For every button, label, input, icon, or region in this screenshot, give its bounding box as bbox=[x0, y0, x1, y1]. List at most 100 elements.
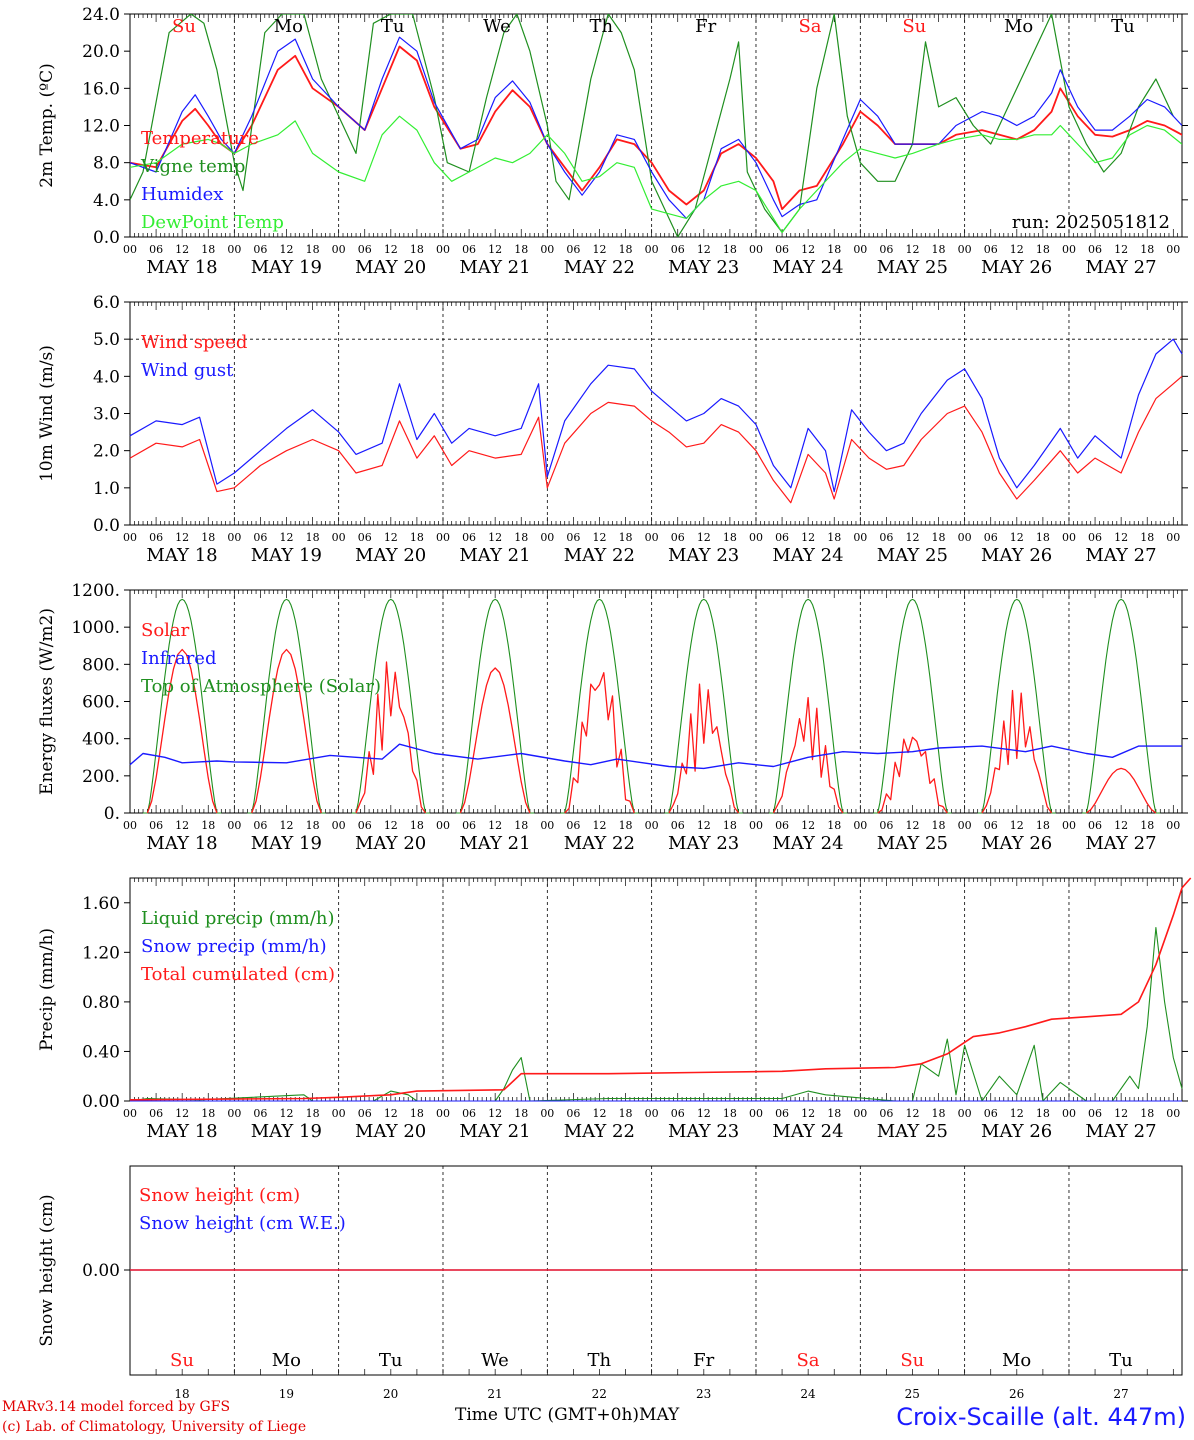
hour-tick-label: 12 bbox=[279, 819, 293, 832]
weekday-label: Tu bbox=[381, 16, 405, 37]
date-label: MAY 18 bbox=[146, 1121, 217, 1142]
hour-tick-label: 06 bbox=[358, 819, 372, 832]
hour-tick-label: 00 bbox=[436, 819, 450, 832]
hour-tick-label: 12 bbox=[592, 243, 606, 256]
weekday-label: Su bbox=[900, 1350, 924, 1371]
hour-tick-label: 00 bbox=[853, 243, 867, 256]
legend-entry: Temperature bbox=[141, 128, 259, 149]
hour-tick-label: 00 bbox=[1062, 243, 1076, 256]
y-axis-label: Energy fluxes (W/m2) bbox=[37, 608, 57, 795]
day-number: 24 bbox=[800, 1387, 816, 1401]
y-tick-label: 12.0 bbox=[82, 117, 120, 137]
hour-tick-label: 00 bbox=[958, 243, 972, 256]
toa-solar-curve bbox=[560, 598, 639, 814]
hour-tick-label: 06 bbox=[358, 243, 372, 256]
date-label: MAY 25 bbox=[877, 1121, 948, 1142]
hour-tick-label: 12 bbox=[384, 819, 398, 832]
toa-solar-curve bbox=[664, 598, 743, 814]
weekday-label: Mo bbox=[1002, 1350, 1031, 1371]
y-tick-label: 0.0 bbox=[93, 516, 120, 536]
hour-tick-label: 12 bbox=[175, 531, 189, 544]
date-label: MAY 19 bbox=[251, 257, 322, 278]
weekday-label: Sa bbox=[798, 16, 821, 37]
date-label: MAY 19 bbox=[251, 1121, 322, 1142]
hour-tick-label: 06 bbox=[671, 243, 685, 256]
hour-tick-label: 06 bbox=[149, 819, 163, 832]
date-label: MAY 23 bbox=[668, 257, 739, 278]
y-tick-label: 0.00 bbox=[82, 1261, 120, 1281]
hour-tick-label: 06 bbox=[775, 243, 789, 256]
hour-tick-label: 06 bbox=[671, 1107, 685, 1120]
hour-tick-label: 12 bbox=[592, 1107, 606, 1120]
hour-tick-label: 00 bbox=[853, 531, 867, 544]
hour-tick-label: 00 bbox=[749, 531, 763, 544]
date-label: MAY 25 bbox=[877, 833, 948, 854]
hour-tick-label: 12 bbox=[801, 1107, 815, 1120]
hour-tick-label: 00 bbox=[540, 1107, 554, 1120]
date-label: MAY 22 bbox=[564, 545, 635, 566]
hour-tick-label: 12 bbox=[1010, 1107, 1024, 1120]
run-annotation: run: 2025051812 bbox=[1012, 212, 1170, 233]
hour-tick-label: 12 bbox=[801, 531, 815, 544]
hour-tick-label: 12 bbox=[175, 1107, 189, 1120]
hour-tick-label: 12 bbox=[697, 1107, 711, 1120]
weekday-label: Mo bbox=[274, 16, 303, 37]
weekday-label: Sa bbox=[796, 1350, 819, 1371]
hour-tick-label: 18 bbox=[723, 1107, 737, 1120]
hour-tick-label: 18 bbox=[306, 243, 320, 256]
hour-tick-label: 18 bbox=[723, 819, 737, 832]
hour-tick-label: 06 bbox=[1088, 1107, 1102, 1120]
date-label: MAY 26 bbox=[981, 257, 1052, 278]
y-tick-label: 8.0 bbox=[93, 154, 120, 174]
date-label: MAY 20 bbox=[355, 257, 426, 278]
hour-tick-label: 00 bbox=[853, 1107, 867, 1120]
solar-curve bbox=[146, 648, 218, 814]
series-total-cumulated-cm- bbox=[129, 877, 1192, 1101]
y-tick-label: 0. bbox=[104, 804, 120, 824]
hour-tick-label: 00 bbox=[332, 243, 346, 256]
hour-tick-label: 06 bbox=[879, 819, 893, 832]
y-tick-label: 800. bbox=[82, 655, 120, 675]
series-wind-speed bbox=[129, 375, 1183, 504]
hour-tick-label: 06 bbox=[462, 1107, 476, 1120]
date-label: MAY 27 bbox=[1085, 257, 1156, 278]
hour-tick-label: 18 bbox=[932, 531, 946, 544]
hour-tick-label: 18 bbox=[827, 531, 841, 544]
hour-tick-label: 18 bbox=[1036, 531, 1050, 544]
hour-tick-label: 12 bbox=[488, 531, 502, 544]
hour-tick-label: 06 bbox=[462, 243, 476, 256]
y-tick-label: 4.0 bbox=[93, 191, 120, 211]
hour-tick-label: 00 bbox=[227, 819, 241, 832]
day-number: 18 bbox=[174, 1387, 189, 1401]
hour-tick-label: 12 bbox=[384, 243, 398, 256]
hour-tick-label: 12 bbox=[905, 243, 919, 256]
hour-tick-label: 18 bbox=[619, 1107, 633, 1120]
hour-tick-label: 18 bbox=[201, 531, 215, 544]
hour-tick-label: 00 bbox=[645, 243, 659, 256]
y-tick-label: 1.0 bbox=[93, 479, 120, 499]
legend-entry: Wind speed bbox=[141, 332, 247, 353]
hour-tick-label: 06 bbox=[879, 1107, 893, 1120]
hour-tick-label: 06 bbox=[462, 531, 476, 544]
date-label: MAY 27 bbox=[1085, 833, 1156, 854]
hour-tick-label: 06 bbox=[253, 243, 267, 256]
y-tick-label: 2.0 bbox=[93, 442, 120, 462]
weekday-label: Su bbox=[902, 16, 926, 37]
hour-tick-label: 06 bbox=[253, 1107, 267, 1120]
hour-tick-label: 00 bbox=[1062, 531, 1076, 544]
hour-tick-label: 00 bbox=[540, 819, 554, 832]
hour-tick-label: 18 bbox=[306, 819, 320, 832]
day-number: 20 bbox=[383, 1387, 398, 1401]
date-label: MAY 22 bbox=[564, 1121, 635, 1142]
hour-tick-label: 18 bbox=[410, 819, 424, 832]
hour-tick-label: 00 bbox=[958, 531, 972, 544]
day-number: 22 bbox=[592, 1387, 607, 1401]
legend-entry: Snow height (cm W.E.) bbox=[139, 1213, 346, 1234]
hour-tick-label: 18 bbox=[723, 243, 737, 256]
y-tick-label: 1.20 bbox=[82, 943, 120, 963]
weekday-label: Mo bbox=[1004, 16, 1033, 37]
hour-tick-label: 00 bbox=[1062, 819, 1076, 832]
hour-tick-label: 18 bbox=[827, 819, 841, 832]
